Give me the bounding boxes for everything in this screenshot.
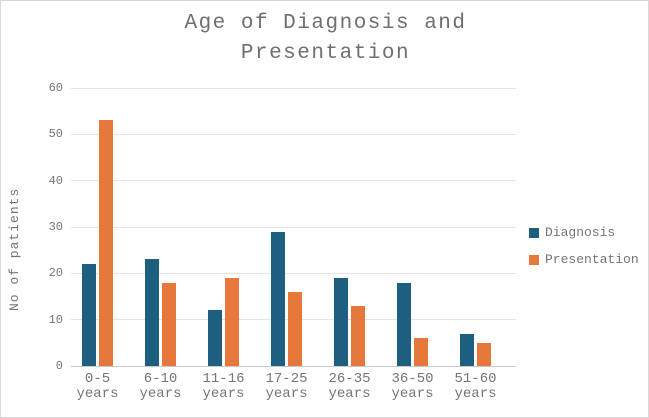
x-tick-label: 6-10 years: [129, 372, 192, 402]
bar-presentation-0-5-years: [99, 120, 113, 366]
y-tick-label: 10: [48, 312, 63, 327]
legend-label: Diagnosis: [545, 225, 616, 240]
y-tick-label: 40: [48, 173, 63, 188]
chart-title-text: Age of Diagnosis and Presentation: [184, 12, 467, 65]
gridline: [71, 180, 516, 182]
legend: Diagnosis Presentation: [529, 225, 639, 279]
bar-presentation-36-50-years: [414, 338, 428, 366]
legend-swatch-icon: [529, 254, 539, 265]
bar-diagnosis-6-10-years: [145, 259, 159, 366]
bar-presentation-11-16-years: [225, 277, 239, 366]
x-tick-label-line1: 17-25: [265, 371, 308, 387]
x-tick-label-line2: years: [202, 386, 245, 402]
x-tick-label-line1: 51-60: [454, 371, 497, 387]
bar-presentation-17-25-years: [288, 291, 302, 366]
chart-title: Age of Diagnosis and Presentation: [1, 9, 648, 69]
bar-presentation-6-10-years: [162, 282, 176, 366]
bar-diagnosis-11-16-years: [208, 310, 222, 366]
x-tick-label-line2: years: [391, 386, 434, 402]
legend-item-diagnosis: Diagnosis: [529, 225, 639, 240]
x-tick-label-line2: years: [265, 386, 308, 402]
x-tick-label-line1: 36-50: [391, 371, 434, 387]
x-tick-label: 51-60 years: [444, 372, 507, 402]
bar-presentation-26-35-years: [351, 305, 365, 366]
bar-diagnosis-0-5-years: [82, 264, 96, 366]
y-tick-label: 0: [55, 359, 63, 373]
gridline: [71, 272, 516, 274]
y-tick-label: 20: [48, 266, 63, 281]
legend-swatch-icon: [529, 227, 539, 238]
bar-diagnosis-51-60-years: [460, 333, 474, 366]
y-tick-label: 30: [48, 220, 63, 234]
y-tick-label: 50: [48, 127, 63, 142]
legend-item-presentation: Presentation: [529, 252, 639, 267]
gridline: [71, 87, 516, 89]
x-tick-label-line1: 26-35: [328, 371, 371, 387]
x-tick-label-line2: years: [76, 386, 119, 402]
x-tick-label: 11-16 years: [192, 372, 255, 402]
x-tick-label-line1: 6-10: [143, 371, 178, 387]
x-tick-label: 36-50 years: [381, 372, 444, 402]
bar-diagnosis-36-50-years: [397, 282, 411, 366]
bar-diagnosis-17-25-years: [271, 231, 285, 366]
legend-label: Presentation: [545, 252, 639, 267]
x-tick-label-line2: years: [454, 386, 497, 402]
gridline: [71, 133, 516, 135]
bar-presentation-51-60-years: [477, 342, 491, 366]
x-tick-label-line1: 0-5: [84, 371, 111, 387]
x-axis-line: [71, 365, 516, 367]
bar-diagnosis-26-35-years: [334, 277, 348, 366]
x-tick-label: 17-25 years: [255, 372, 318, 402]
x-tick-label-line2: years: [328, 386, 371, 402]
x-tick-label: 26-35 years: [318, 372, 381, 402]
x-tick-label-line1: 11-16: [202, 371, 245, 387]
x-tick-label: 0-5 years: [66, 372, 129, 402]
y-tick-label: 60: [48, 81, 63, 95]
gridline: [71, 226, 516, 228]
x-tick-label-line2: years: [139, 386, 182, 402]
